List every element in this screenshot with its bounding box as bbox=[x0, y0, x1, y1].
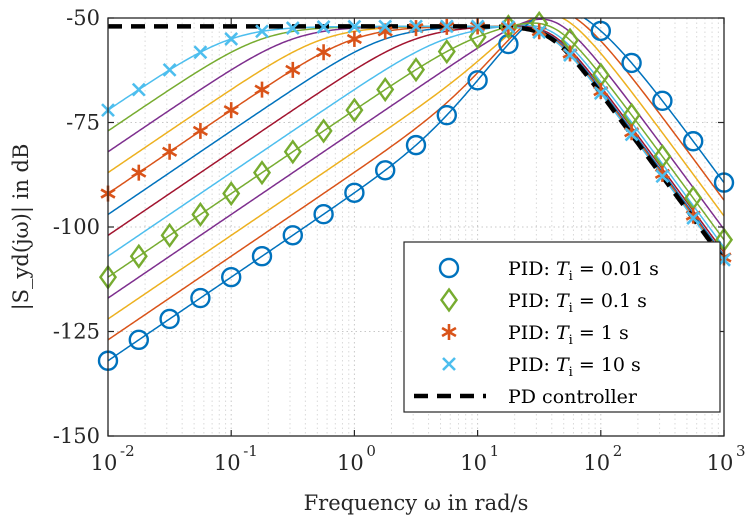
circle-marker bbox=[438, 257, 460, 279]
legend-label: PD controller bbox=[508, 386, 638, 408]
asterisk-marker bbox=[316, 44, 332, 61]
x-axis-label: Frequency ω in rad/s bbox=[304, 491, 529, 515]
diamond-marker bbox=[314, 118, 333, 144]
circle-marker bbox=[313, 204, 334, 225]
x-tick-label: 10 bbox=[460, 451, 487, 475]
circle-marker bbox=[344, 182, 365, 203]
series-markers bbox=[97, 10, 735, 371]
circle-marker bbox=[282, 225, 303, 246]
y-tick-label: -150 bbox=[53, 424, 100, 448]
circle-marker bbox=[652, 90, 673, 112]
x-tick-exponent: 0 bbox=[366, 442, 376, 460]
x-marker bbox=[255, 24, 269, 39]
series-line bbox=[108, 18, 724, 299]
circle-marker bbox=[621, 52, 642, 74]
x-tick-label: 10 bbox=[91, 451, 118, 475]
circle-marker bbox=[190, 287, 211, 309]
asterisk-marker bbox=[223, 102, 239, 119]
circle-marker bbox=[251, 246, 273, 267]
x-marker bbox=[131, 82, 146, 97]
diamond-marker bbox=[191, 201, 210, 228]
diamond-marker bbox=[222, 181, 241, 207]
asterisk-marker bbox=[192, 122, 208, 139]
x-marker bbox=[624, 127, 639, 142]
x-marker bbox=[162, 62, 177, 77]
asterisk-marker bbox=[285, 61, 301, 78]
diamond-marker bbox=[406, 57, 426, 83]
circle-marker bbox=[405, 134, 427, 156]
diamond-marker bbox=[283, 139, 302, 165]
x-marker bbox=[316, 20, 331, 34]
y-tick-label: -100 bbox=[53, 215, 100, 239]
x-tick-exponent: 3 bbox=[736, 442, 746, 460]
circle-marker bbox=[683, 131, 704, 152]
x-marker bbox=[593, 86, 608, 101]
diamond-marker bbox=[252, 160, 272, 186]
series-line bbox=[108, 18, 724, 362]
x-marker bbox=[285, 21, 300, 36]
x-tick-label: 10 bbox=[337, 451, 364, 475]
x-marker bbox=[501, 20, 516, 34]
y-tick-label: -125 bbox=[53, 320, 100, 344]
circle-marker bbox=[436, 104, 457, 126]
legend-entry: PD controller bbox=[414, 386, 638, 408]
x-tick-exponent: 2 bbox=[613, 442, 623, 460]
legend-label: PID: Ti = 0.01 s bbox=[508, 258, 659, 284]
x-tick-exponent: -1 bbox=[243, 442, 258, 460]
diamond-marker bbox=[160, 222, 179, 248]
series-line bbox=[108, 22, 724, 278]
circle-marker bbox=[159, 308, 180, 330]
y-tick-label: -50 bbox=[66, 6, 100, 30]
asterisk-marker bbox=[254, 81, 270, 98]
x-tick-label: 10 bbox=[214, 451, 241, 475]
diamond-marker bbox=[468, 24, 487, 50]
x-marker bbox=[686, 211, 701, 225]
legend-label: PID: Ti = 10 s bbox=[508, 354, 641, 380]
x-marker bbox=[563, 48, 577, 62]
x-marker bbox=[347, 19, 362, 34]
x-marker bbox=[470, 19, 485, 34]
asterisk-marker bbox=[131, 164, 147, 181]
x-marker bbox=[193, 45, 208, 60]
series-line bbox=[108, 18, 724, 341]
diamond-marker bbox=[129, 243, 148, 269]
x-marker bbox=[442, 357, 456, 371]
legend-entry: PID: Ti = 0.1 s bbox=[439, 287, 647, 316]
circle-marker bbox=[128, 329, 150, 351]
asterisk-marker bbox=[162, 143, 178, 160]
y-tick-label: -75 bbox=[66, 111, 100, 135]
circle-marker bbox=[375, 160, 396, 181]
legend-entry: PID: Ti = 0.01 s bbox=[438, 257, 659, 284]
circle-marker bbox=[467, 70, 488, 91]
series-line bbox=[108, 25, 724, 253]
x-marker bbox=[655, 169, 670, 184]
series-line bbox=[108, 24, 724, 257]
asterisk-marker bbox=[441, 324, 457, 340]
x-marker bbox=[409, 19, 423, 34]
axis-ticks: 10 -2 10 -1 10 0 10 1 10 2 10 3-150-125-100-75-50 bbox=[53, 6, 746, 475]
legend: PID: Ti = 0.01 s PID: Ti = 0.1 s PID: Ti =… bbox=[403, 241, 721, 413]
legend-entry: PID: Ti = 10 s bbox=[442, 354, 641, 380]
diamond-marker bbox=[439, 287, 459, 313]
x-tick-label: 10 bbox=[707, 451, 734, 475]
x-marker bbox=[224, 32, 239, 46]
diamond-marker bbox=[376, 76, 395, 103]
diamond-marker bbox=[345, 97, 364, 123]
legend-label: PID: Ti = 0.1 s bbox=[508, 290, 647, 316]
circle-marker bbox=[498, 33, 519, 55]
x-marker bbox=[378, 19, 393, 34]
asterisk-marker bbox=[346, 30, 362, 47]
circle-marker bbox=[220, 266, 242, 288]
x-marker bbox=[439, 19, 454, 34]
x-tick-exponent: 1 bbox=[490, 442, 500, 460]
series-line bbox=[108, 18, 724, 320]
x-tick-label: 10 bbox=[583, 451, 610, 475]
x-marker bbox=[532, 25, 547, 40]
y-axis-label: |S_yd(jω)| in dB bbox=[9, 144, 34, 311]
legend-entry: PID: Ti = 1 s bbox=[441, 322, 629, 348]
legend-label: PID: Ti = 1 s bbox=[508, 322, 629, 348]
x-tick-exponent: -2 bbox=[120, 442, 135, 460]
diamond-marker bbox=[437, 38, 456, 65]
